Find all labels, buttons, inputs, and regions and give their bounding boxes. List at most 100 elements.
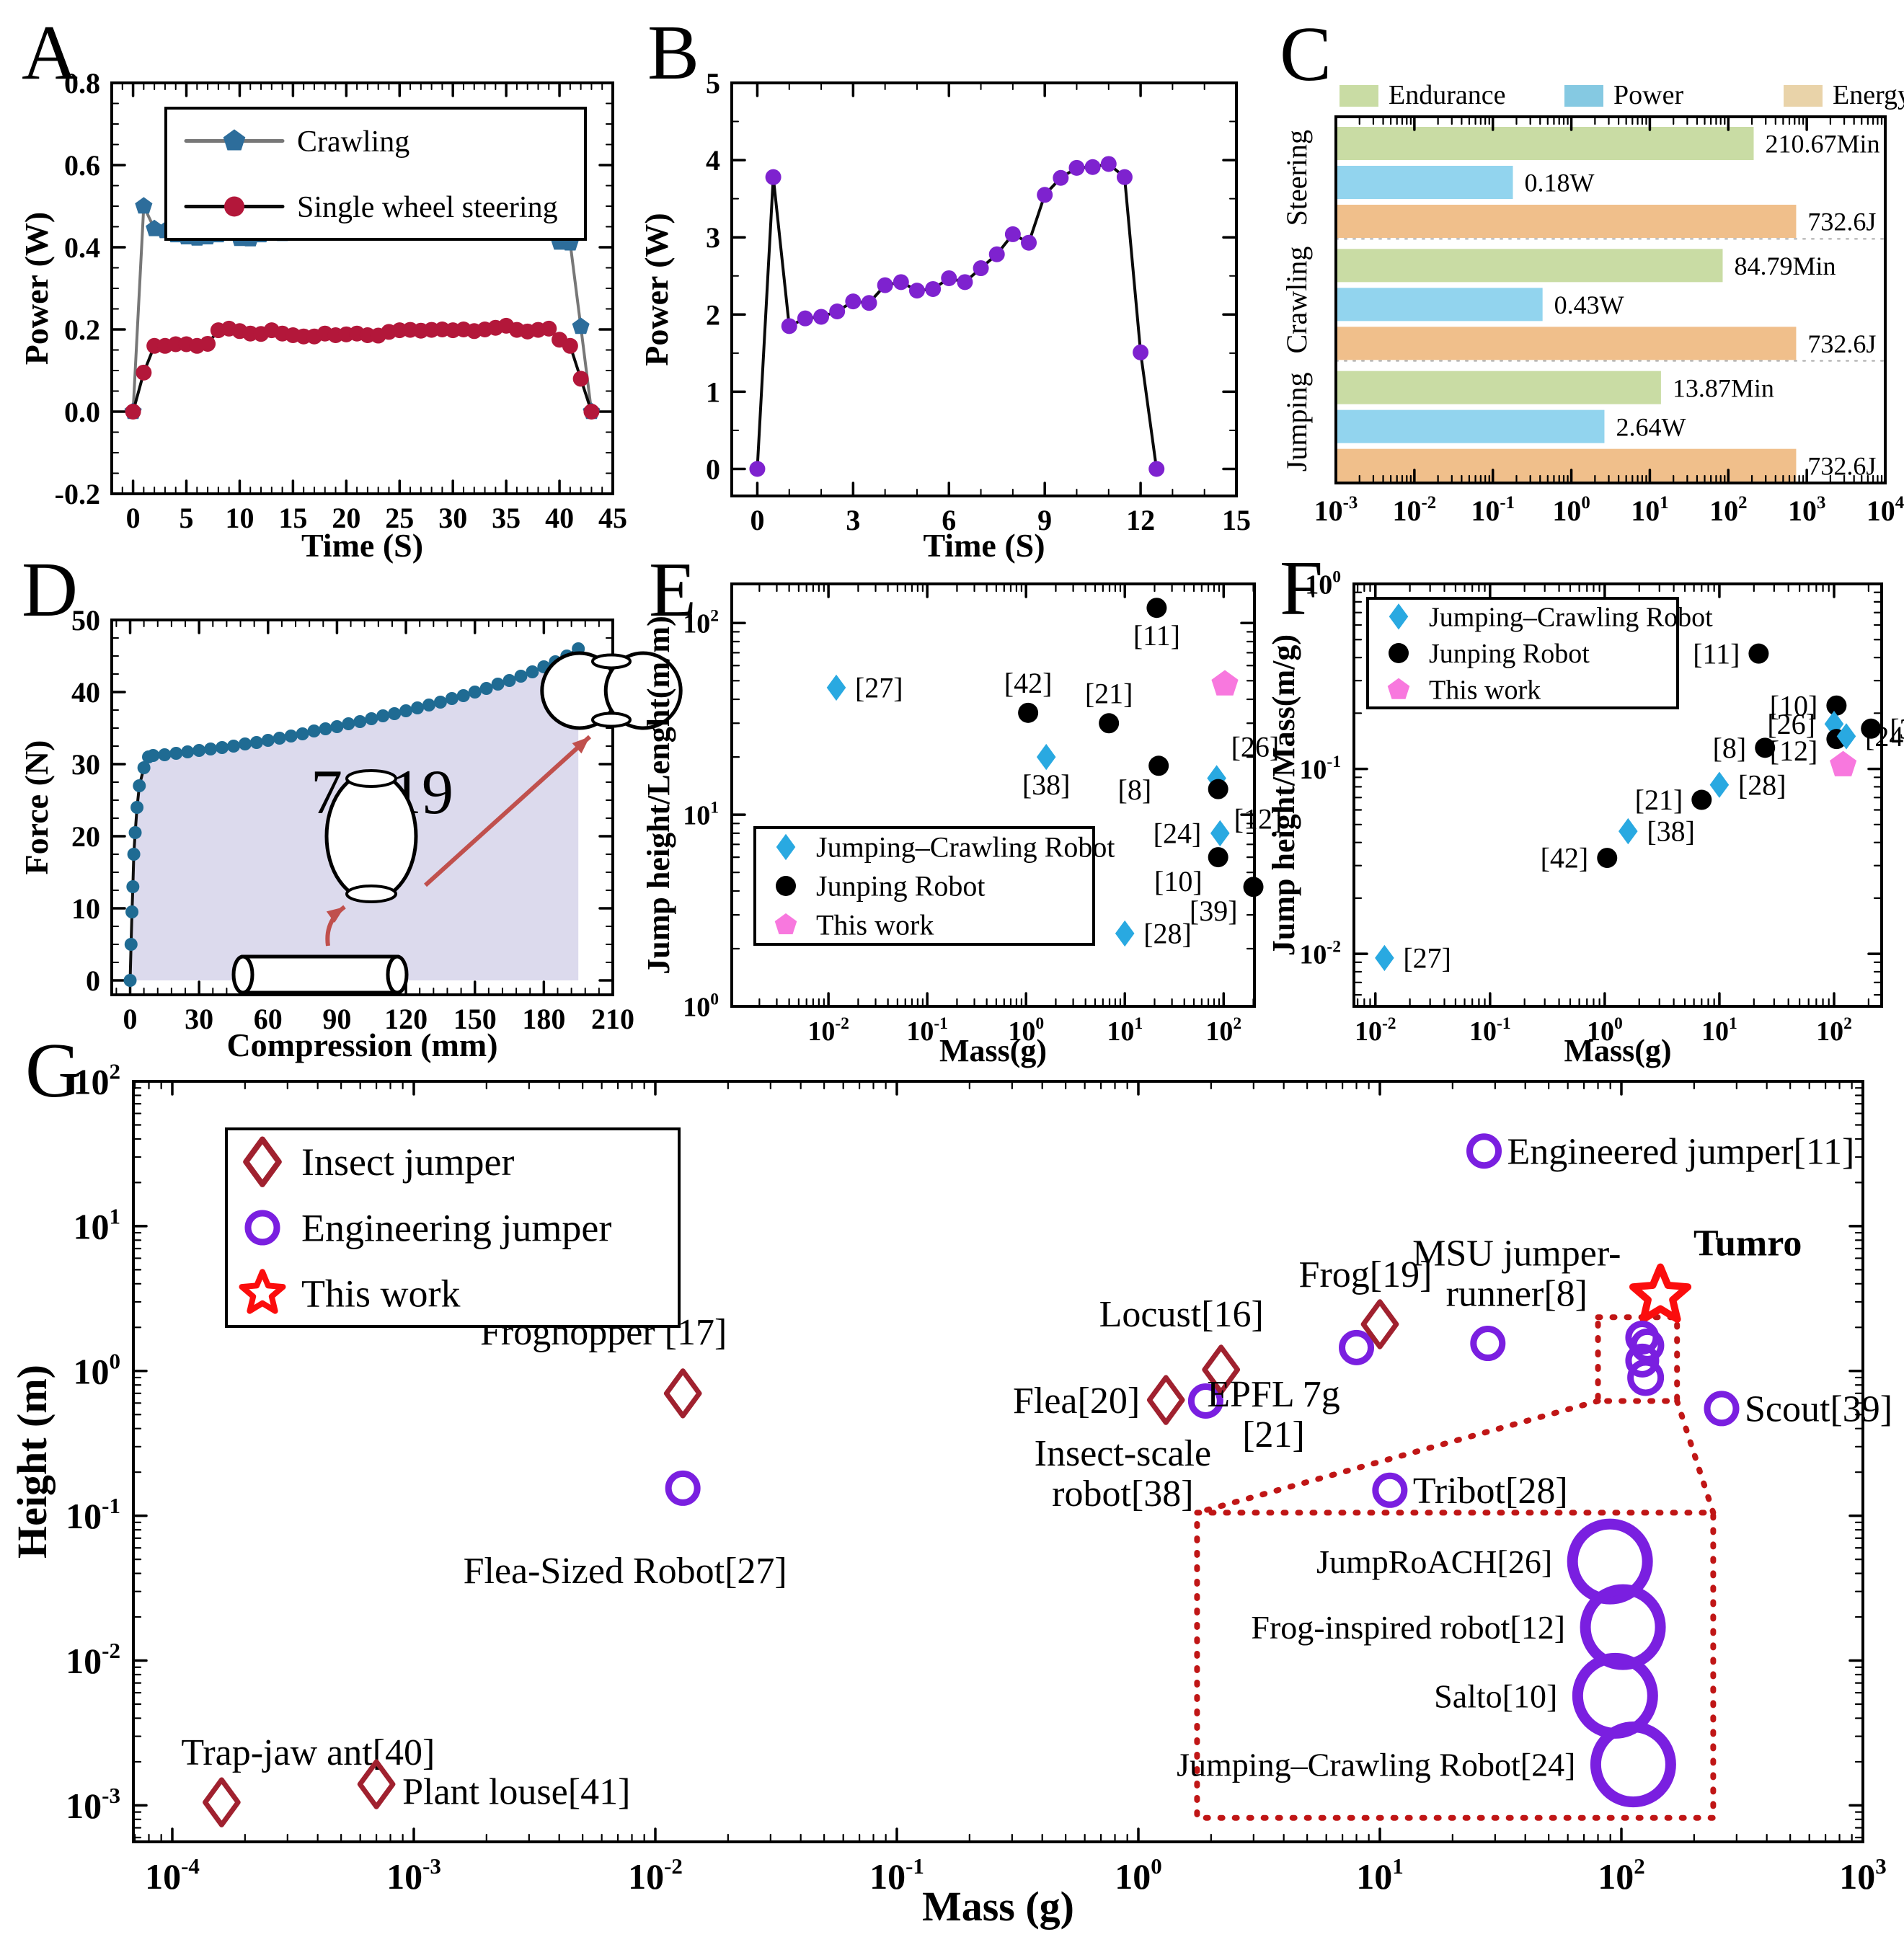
data-point <box>124 938 138 951</box>
arrow-head <box>572 737 590 754</box>
point-label: Engineered jumper[11] <box>1507 1131 1855 1172</box>
y-tick-label: 101 <box>74 1203 121 1246</box>
data-point <box>130 801 144 814</box>
x-tick-label: 5 <box>180 502 194 534</box>
point-label: Tumro <box>1693 1223 1802 1264</box>
[24]-marker <box>1836 723 1856 750</box>
panel-letter-b: B <box>647 10 700 96</box>
zoom-connector <box>1674 1398 1717 1516</box>
bar-value-label: 0.18W <box>1525 169 1595 198</box>
data-point <box>319 722 332 735</box>
data-point <box>200 335 216 352</box>
Flea-Sized Robot[27]-marker <box>665 1470 701 1506</box>
bar-steering-endurance <box>1336 127 1754 160</box>
legend-marker-pentagon <box>223 129 246 151</box>
Scout[39]-marker <box>1704 1391 1740 1427</box>
legend-marker-star <box>239 1269 286 1314</box>
dumbbell-icon <box>591 653 632 670</box>
y-axis-label: Power (W) <box>638 213 675 365</box>
x-tick-label: 103 <box>1788 493 1825 527</box>
x-tick-label: 120 <box>384 1003 428 1035</box>
x-tick-label: 0 <box>126 502 141 534</box>
point-label: MSU jumper-runner[8] <box>1412 1233 1621 1314</box>
data-point <box>781 318 797 334</box>
x-tick-label: 35 <box>492 502 521 534</box>
[8]-marker <box>1755 737 1776 758</box>
data-point <box>925 280 942 297</box>
data-point <box>941 270 957 286</box>
[38]-marker <box>1619 817 1638 845</box>
data-point <box>797 310 813 327</box>
point-label: Scout[39] <box>1745 1389 1892 1430</box>
x-tick-label: 60 <box>254 1003 283 1035</box>
legend-label: Energy <box>1833 80 1904 110</box>
data-point <box>749 461 766 477</box>
data-point <box>307 724 321 737</box>
data-point <box>181 745 195 758</box>
legend-box <box>225 1127 681 1328</box>
zoom-source-rect <box>1595 1314 1681 1404</box>
bar-value-label: 2.64W <box>1616 412 1686 441</box>
bar-steering-power <box>1336 166 1513 199</box>
cylinder-icon <box>386 954 409 995</box>
data-point <box>988 246 1005 262</box>
legend-label: This work <box>301 1272 460 1316</box>
x-tick-label: 10-4 <box>145 1853 200 1897</box>
x-tick-label: 10-2 <box>807 1014 849 1047</box>
plot-frame <box>110 619 614 996</box>
data-point <box>133 779 146 792</box>
point-label: Insect-scale robot[38] <box>1035 1433 1211 1515</box>
legend-swatch <box>1784 85 1823 107</box>
[11]-marker <box>1748 643 1769 664</box>
point-label: [10] <box>1154 865 1203 897</box>
y-tick-label: 10-1 <box>1299 753 1341 785</box>
data-point <box>829 303 846 320</box>
plot-frame <box>730 582 1256 1008</box>
legend-label: Jumping–Crawling Robot <box>1429 602 1713 632</box>
data-point <box>216 741 229 754</box>
data-point <box>479 682 493 695</box>
x-axis-label: Time (S) <box>923 527 1045 564</box>
Frog-inspired robot[12]-inset-marker <box>1580 1584 1666 1670</box>
x-tick-label: 101 <box>1107 1014 1143 1047</box>
Salto[10]-inset-marker <box>1572 1652 1658 1739</box>
point-label: Locust[16] <box>1099 1294 1264 1335</box>
x-axis-label: Compression (mm) <box>226 1027 497 1063</box>
data-point <box>541 320 557 337</box>
y-tick-label: 102 <box>74 1059 121 1102</box>
data-point <box>1053 169 1069 186</box>
x-tick-label: 10-1 <box>906 1014 948 1047</box>
data-point <box>1084 159 1101 175</box>
data-point <box>296 727 309 740</box>
point-label: Tribot[28] <box>1413 1471 1568 1512</box>
bar-value-label: 13.87Min <box>1673 373 1774 402</box>
y-tick-label: 0 <box>706 453 720 486</box>
group-label: Steering <box>1280 130 1313 226</box>
data-point <box>273 732 286 745</box>
legend-swatch <box>1564 85 1603 107</box>
legend-marker-circle <box>1389 643 1409 663</box>
data-point <box>1037 187 1053 203</box>
data-point <box>514 670 528 683</box>
group-label: Crawling <box>1280 247 1313 354</box>
x-tick-label: 102 <box>1598 1853 1645 1897</box>
[10]-marker <box>1826 695 1847 716</box>
y-tick-label: 0.6 <box>64 149 100 182</box>
data-point <box>562 337 578 354</box>
data-point <box>125 404 141 420</box>
x-tick-label: 30 <box>185 1003 213 1035</box>
data-point <box>146 749 160 762</box>
MSU jumper- runner[8]-marker <box>1470 1326 1506 1362</box>
y-tick-label: 10-3 <box>66 1783 120 1826</box>
data-point <box>973 260 989 277</box>
[12]-marker <box>1208 779 1228 799</box>
data-point <box>1100 156 1117 172</box>
point-label: [27] <box>1403 941 1451 974</box>
panel-letter-e: E <box>649 547 696 633</box>
x-tick-label: 10-1 <box>869 1853 924 1897</box>
data-point <box>388 707 402 720</box>
JumpRoACH[26]-inset-marker <box>1567 1518 1653 1605</box>
data-point <box>1116 169 1133 185</box>
point-label: [10] <box>1770 689 1818 722</box>
x-tick-label: 20 <box>332 502 360 534</box>
